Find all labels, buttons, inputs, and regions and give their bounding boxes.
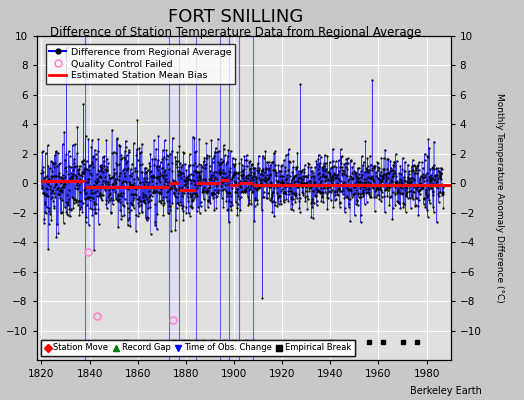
Text: FORT SNILLING: FORT SNILLING <box>168 8 303 26</box>
Text: Difference of Station Temperature Data from Regional Average: Difference of Station Temperature Data f… <box>50 26 421 39</box>
Text: Berkeley Earth: Berkeley Earth <box>410 386 482 396</box>
Y-axis label: Monthly Temperature Anomaly Difference (°C): Monthly Temperature Anomaly Difference (… <box>495 93 505 303</box>
Legend: Station Move, Record Gap, Time of Obs. Change, Empirical Break: Station Move, Record Gap, Time of Obs. C… <box>41 340 355 356</box>
